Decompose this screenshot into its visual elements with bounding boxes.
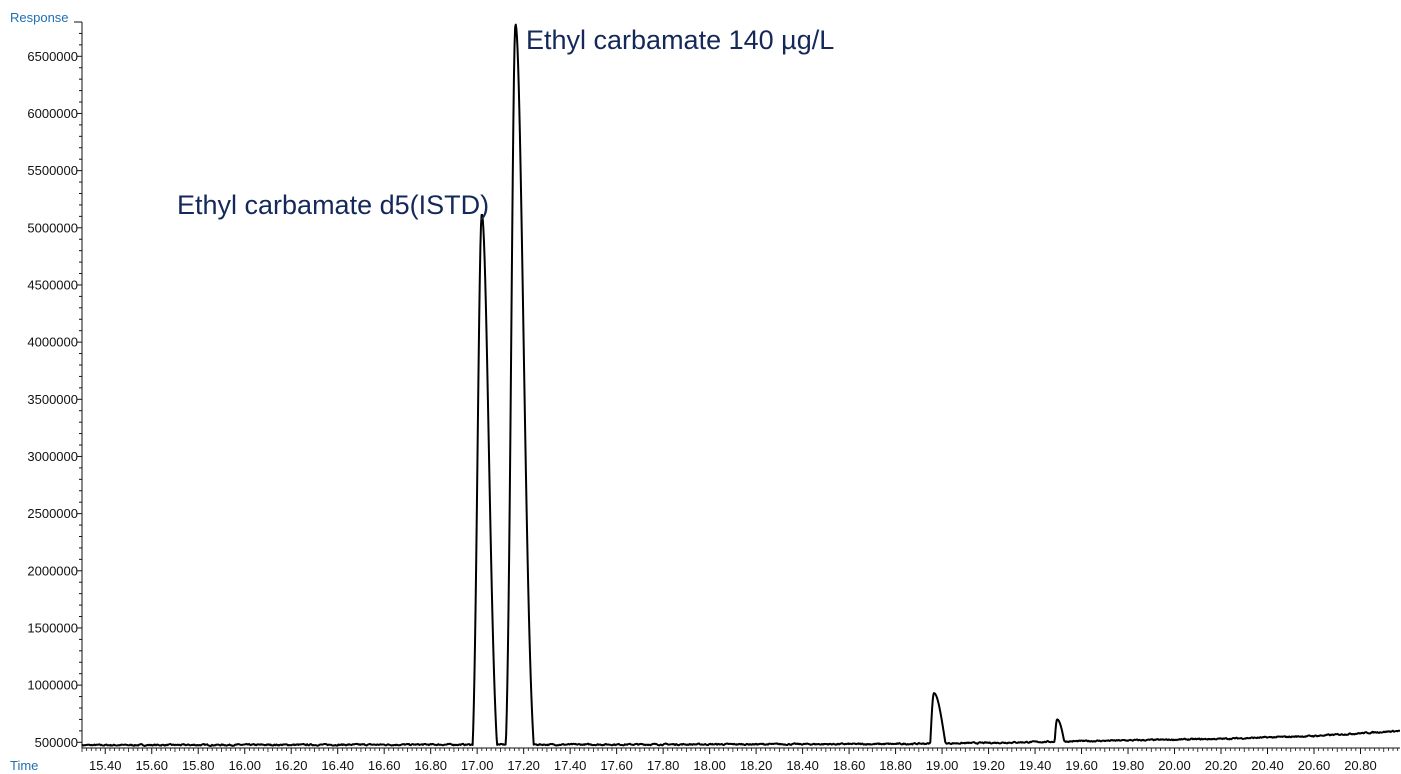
x-tick-label: 19.20 (972, 758, 1005, 773)
y-tick-label: 6500000 (27, 49, 78, 64)
x-tick-label: 17.80 (647, 758, 680, 773)
x-tick-label: 18.00 (693, 758, 726, 773)
x-tick-label: 20.60 (1298, 758, 1331, 773)
y-tick-label: 1000000 (27, 678, 78, 693)
y-tick-label: 3500000 (27, 392, 78, 407)
x-tick-label: 20.80 (1344, 758, 1377, 773)
x-tick-group: 15.40 15.60 15.80 16.00 16.20 16.40 16.60 16.80… (89, 748, 1377, 773)
x-minor-tick-group (81, 748, 1399, 752)
x-tick-label: 18.80 (879, 758, 912, 773)
x-tick-label: 18.60 (833, 758, 866, 773)
y-tick-label: 4500000 (27, 277, 78, 292)
x-tick-label: 19.00 (926, 758, 959, 773)
x-tick-label: 17.00 (461, 758, 494, 773)
x-tick-label: 17.60 (600, 758, 633, 773)
y-tick-label: 5500000 (27, 163, 78, 178)
y-tick-label: 2500000 (27, 506, 78, 521)
y-tick-label: 3000000 (27, 449, 78, 464)
x-tick-label: 19.80 (1112, 758, 1145, 773)
x-tick-label: 16.20 (275, 758, 308, 773)
y-tick-label: 5000000 (27, 220, 78, 235)
y-tick-label: 500000 (35, 735, 78, 750)
x-tick-label: 18.40 (786, 758, 819, 773)
x-tick-label: 16.00 (228, 758, 261, 773)
x-tick-label: 20.40 (1251, 758, 1284, 773)
x-tick-label: 15.40 (89, 758, 122, 773)
x-tick-label: 16.60 (368, 758, 401, 773)
x-tick-label: 17.40 (554, 758, 587, 773)
x-tick-label: 20.00 (1158, 758, 1191, 773)
peak-label-istd: Ethyl carbamate d5(ISTD) (177, 190, 489, 220)
x-tick-label: 20.20 (1205, 758, 1238, 773)
y-tick-label: 4000000 (27, 335, 78, 350)
y-tick-label: 6000000 (27, 106, 78, 121)
x-tick-label: 15.60 (135, 758, 168, 773)
y-tick-label: 2000000 (27, 563, 78, 578)
y-axis-title: Response (10, 10, 69, 25)
x-tick-label: 17.20 (507, 758, 540, 773)
x-axis-title: Time (10, 758, 38, 773)
y-tick-label: 1500000 (27, 620, 78, 635)
y-axis: 500000 1000000 1500000 2000000 2500000 300000… (27, 21, 83, 750)
x-tick-label: 19.60 (1065, 758, 1098, 773)
y-minor-tick-group (79, 21, 82, 732)
x-axis: 15.40 15.60 15.80 16.00 16.20 16.40 16.60 16.80… (81, 747, 1400, 773)
x-tick-label: 15.80 (182, 758, 215, 773)
chromatogram-trace (81, 23, 1401, 747)
x-tick-label: 16.80 (414, 758, 447, 773)
x-tick-label: 16.40 (321, 758, 354, 773)
peak-label-ethyl-carbamate: Ethyl carbamate 140 µg/L (526, 25, 834, 55)
x-tick-label: 19.40 (1019, 758, 1052, 773)
x-tick-label: 18.20 (740, 758, 773, 773)
y-tick-group: 500000 1000000 1500000 2000000 2500000 300000… (27, 49, 82, 750)
